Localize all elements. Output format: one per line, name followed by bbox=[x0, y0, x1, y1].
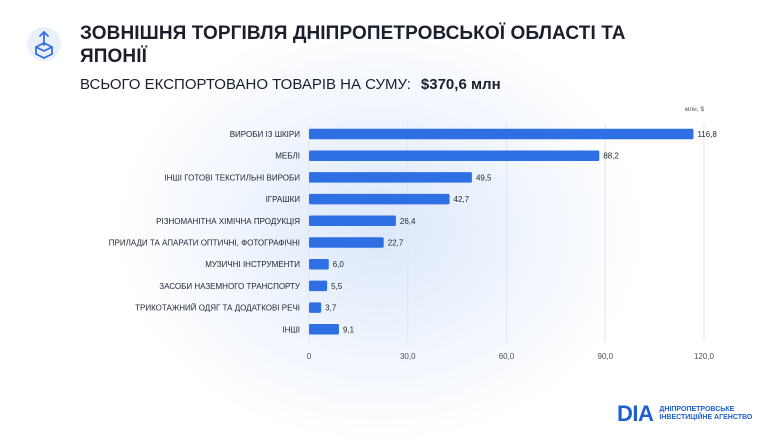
data-label: 49,5 bbox=[476, 173, 492, 182]
export-total-value: $370,6 млн bbox=[420, 76, 501, 93]
export-total-line: ВСЬОГО ЕКСПОРТОВАНО ТОВАРІВ НА СУМУ: $370… bbox=[80, 76, 501, 93]
category-label: ТРИКОТАЖНИЙ ОДЯГ ТА ДОДАТКОВІ РЕЧІ bbox=[135, 304, 300, 313]
data-label: 3,7 bbox=[325, 304, 337, 313]
x-tick-label: 120,0 bbox=[694, 352, 715, 361]
category-label: РІЗНОМАНІТНА ХІМІЧНА ПРОДУКЦІЯ bbox=[156, 217, 300, 226]
dia-logo-mark-text: DIA bbox=[617, 401, 654, 426]
bar bbox=[309, 302, 322, 313]
dia-logo-line2: ІНВЕСТИЦІЙНЕ АГЕНСТВО bbox=[659, 414, 753, 421]
bar bbox=[309, 172, 472, 183]
data-label: 26,4 bbox=[400, 217, 416, 226]
data-label: 88,2 bbox=[603, 152, 619, 161]
data-label: 22,7 bbox=[388, 239, 404, 248]
export-total-label: ВСЬОГО ЕКСПОРТОВАНО ТОВАРІВ НА СУМУ: bbox=[80, 76, 411, 93]
data-label: 6,0 bbox=[333, 260, 345, 269]
category-label: ІНШІ bbox=[282, 325, 300, 334]
category-label: МЕБЛІ bbox=[275, 152, 300, 161]
category-label: ПРИЛАДИ ТА АПАРАТИ ОПТИЧНІ, ФОТОГРАФІЧНІ bbox=[109, 239, 300, 248]
bar bbox=[309, 128, 694, 140]
data-label: 9,1 bbox=[343, 325, 355, 334]
x-tick-label: 30,0 bbox=[400, 352, 416, 361]
x-tick-label: 60,0 bbox=[499, 352, 515, 361]
category-label: ІГРАШКИ bbox=[266, 195, 301, 204]
category-label: ІНШІ ГОТОВІ ТЕКСТИЛЬНІ ВИРОБИ bbox=[164, 173, 300, 182]
data-label: 42,7 bbox=[454, 195, 470, 204]
dia-logo-line1: ДНІПРОПЕТРОВСЬКЕ bbox=[659, 405, 735, 413]
bar bbox=[309, 258, 329, 270]
bar bbox=[309, 237, 384, 248]
bar bbox=[309, 215, 396, 227]
data-label: 116,8 bbox=[697, 130, 717, 139]
bar bbox=[309, 324, 339, 335]
dia-logo-text: ДНІПРОПЕТРОВСЬКЕ ІНВЕСТИЦІЙНЕ АГЕНСТВО bbox=[659, 406, 752, 423]
x-tick-label: 0 bbox=[307, 352, 312, 361]
dia-logo-mark: DIA bbox=[617, 401, 654, 426]
x-tick-label: 90,0 bbox=[597, 352, 613, 361]
dia-logo: DIA ДНІПРОПЕТРОВСЬКЕ ІНВЕСТИЦІЙНЕ АГЕНСТ… bbox=[617, 403, 752, 425]
category-label: ЗАСОБИ НАЗЕМНОГО ТРАНСПОРТУ bbox=[159, 282, 301, 291]
export-box-icon bbox=[27, 27, 61, 61]
unit-label: млн, $ bbox=[685, 106, 704, 113]
category-label: МУЗИЧНІ ІНСТРУМЕНТИ bbox=[205, 260, 300, 269]
data-label: 5,5 bbox=[331, 282, 343, 291]
bar bbox=[309, 150, 600, 161]
page-title: ЗОВНІШНЯ ТОРГІВЛЯ ДНІПРОПЕТРОВСЬКОЇ ОБЛА… bbox=[80, 23, 626, 67]
bar bbox=[309, 193, 450, 205]
category-label: ВИРОБИ ІЗ ШКІРИ bbox=[230, 130, 301, 139]
bar bbox=[309, 280, 328, 292]
